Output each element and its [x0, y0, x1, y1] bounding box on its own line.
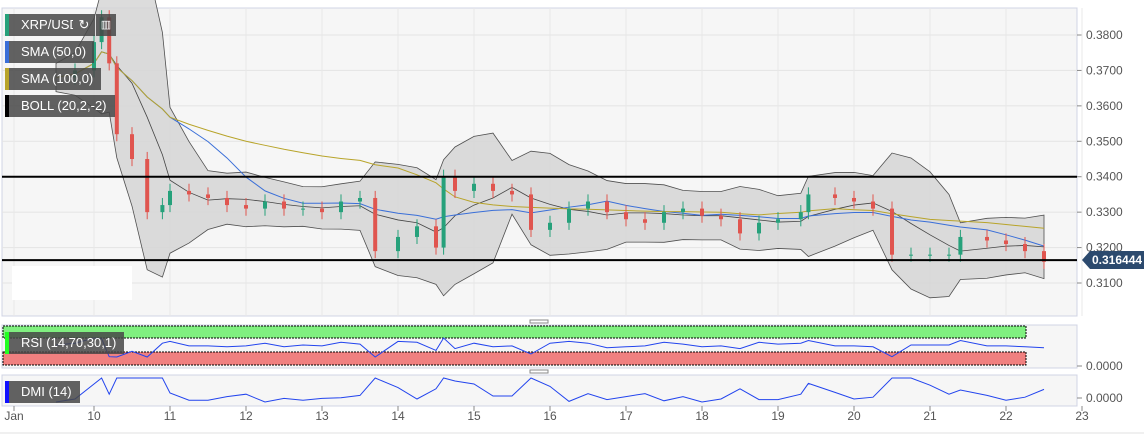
- candle-body: [206, 194, 210, 198]
- rsi-label[interactable]: RSI (14,70,30,1): [5, 332, 125, 354]
- candle-body: [567, 208, 571, 223]
- candle-body: [1042, 251, 1046, 262]
- last-price-tag: 0.316444: [1082, 251, 1144, 269]
- candle-body: [434, 226, 438, 248]
- candle-body: [757, 222, 761, 234]
- candle-body: [160, 205, 165, 213]
- candle-body: [605, 201, 609, 213]
- date-tick-label: 14: [391, 409, 405, 423]
- candle-body: [415, 226, 419, 237]
- candle-body: [244, 205, 248, 209]
- candle-body: [985, 236, 989, 241]
- candle-body: [472, 183, 476, 191]
- candle-body: [320, 208, 324, 213]
- candle-body: [339, 201, 343, 213]
- candle-body: [890, 208, 894, 255]
- candle-body: [643, 219, 647, 223]
- bollinger-band: [55, 0, 1045, 299]
- price-tick-label: 0.3400: [1086, 170, 1123, 184]
- date-tick-label: 19: [771, 409, 785, 423]
- date-tick-label: 21: [923, 409, 937, 423]
- date-tick-label: 15: [467, 409, 481, 423]
- candle-body: [806, 194, 811, 213]
- candle-body: [145, 159, 150, 213]
- candle-body: [263, 201, 267, 209]
- candle-body: [510, 190, 514, 195]
- price-tick-label: 0.3100: [1086, 276, 1123, 290]
- dmi-label[interactable]: DMI (14): [5, 381, 80, 403]
- price-tick-label: 0.3500: [1086, 134, 1123, 148]
- panel-resize-handle: [529, 369, 549, 374]
- candle-body: [441, 176, 446, 248]
- candle-body: [700, 208, 704, 216]
- candle-body: [453, 176, 457, 191]
- candle-body: [798, 212, 803, 220]
- date-tick-label: 17: [619, 409, 633, 423]
- date-tick-label: 13: [315, 409, 329, 423]
- candle-body: [130, 134, 134, 160]
- candle-body: [586, 201, 590, 209]
- candle-body: [282, 201, 286, 209]
- candle-body: [738, 219, 742, 234]
- price-tick-label: 0.3800: [1086, 28, 1123, 42]
- candle-body: [833, 194, 837, 198]
- price-tick-label: 0.3300: [1086, 205, 1123, 219]
- pair-label[interactable]: XRP/USD: [5, 14, 79, 36]
- candle-body: [491, 183, 495, 191]
- date-tick-label: 11: [164, 409, 177, 423]
- candle-body: [681, 208, 685, 213]
- date-tick-label: 22: [999, 409, 1013, 423]
- dmi-panel: [1, 374, 1078, 407]
- sma50-label[interactable]: SMA (50,0): [5, 41, 95, 63]
- date-tick-label: 18: [695, 409, 709, 423]
- boll-label[interactable]: BOLL (20,2,-2): [5, 95, 115, 117]
- date-tick-label: 12: [239, 409, 253, 423]
- date-tick-label: 10: [87, 409, 101, 423]
- sma50-line: [55, 51, 1045, 247]
- candle-body: [168, 190, 172, 206]
- candle-body: [187, 190, 191, 195]
- candle-body: [225, 197, 229, 206]
- refresh-icon[interactable]: ↻: [73, 14, 95, 36]
- dmi_axis-label: 0.0000: [1086, 391, 1123, 405]
- sma100-line: [55, 51, 1045, 229]
- candle-body: [958, 236, 963, 255]
- price-tick-label: 0.3600: [1086, 99, 1123, 113]
- candle-body: [114, 63, 119, 135]
- candle-body: [529, 194, 533, 230]
- candle-body: [358, 197, 362, 202]
- blank-box: [12, 266, 132, 300]
- date-tick-label: 23: [1075, 409, 1089, 423]
- rsi-overbought-zone: [2, 325, 1027, 339]
- rsi_axis-label: 0.0000: [1086, 359, 1123, 373]
- candle-body: [373, 197, 378, 252]
- price-tick-label: 0.3700: [1086, 63, 1123, 77]
- candle-body: [928, 254, 932, 256]
- candle-body: [548, 222, 552, 230]
- candle-body: [624, 212, 628, 220]
- candle-body: [662, 212, 666, 223]
- candle-body: [947, 254, 951, 256]
- rsi-line: [55, 337, 1045, 358]
- candle-body: [871, 201, 875, 209]
- rsi-oversold-zone: [2, 351, 1027, 366]
- chart-type-icon[interactable]: ▥: [96, 14, 116, 36]
- candle-body: [301, 208, 305, 210]
- date-tick-label: 16: [543, 409, 557, 423]
- candle-body: [852, 197, 856, 202]
- panel-resize-handle: [529, 319, 549, 324]
- dmi-line: [55, 377, 1045, 403]
- sma100-label[interactable]: SMA (100,0): [5, 68, 102, 90]
- candle-body: [776, 219, 780, 223]
- candle-body: [396, 236, 400, 252]
- candle-body: [1023, 244, 1027, 252]
- date-tick-label: Jan: [4, 409, 23, 423]
- date-tick-label: 20: [847, 409, 861, 423]
- candle-body: [909, 254, 913, 256]
- candle-body: [107, 17, 112, 64]
- candle-body: [1004, 240, 1008, 245]
- candle-body: [719, 215, 723, 220]
